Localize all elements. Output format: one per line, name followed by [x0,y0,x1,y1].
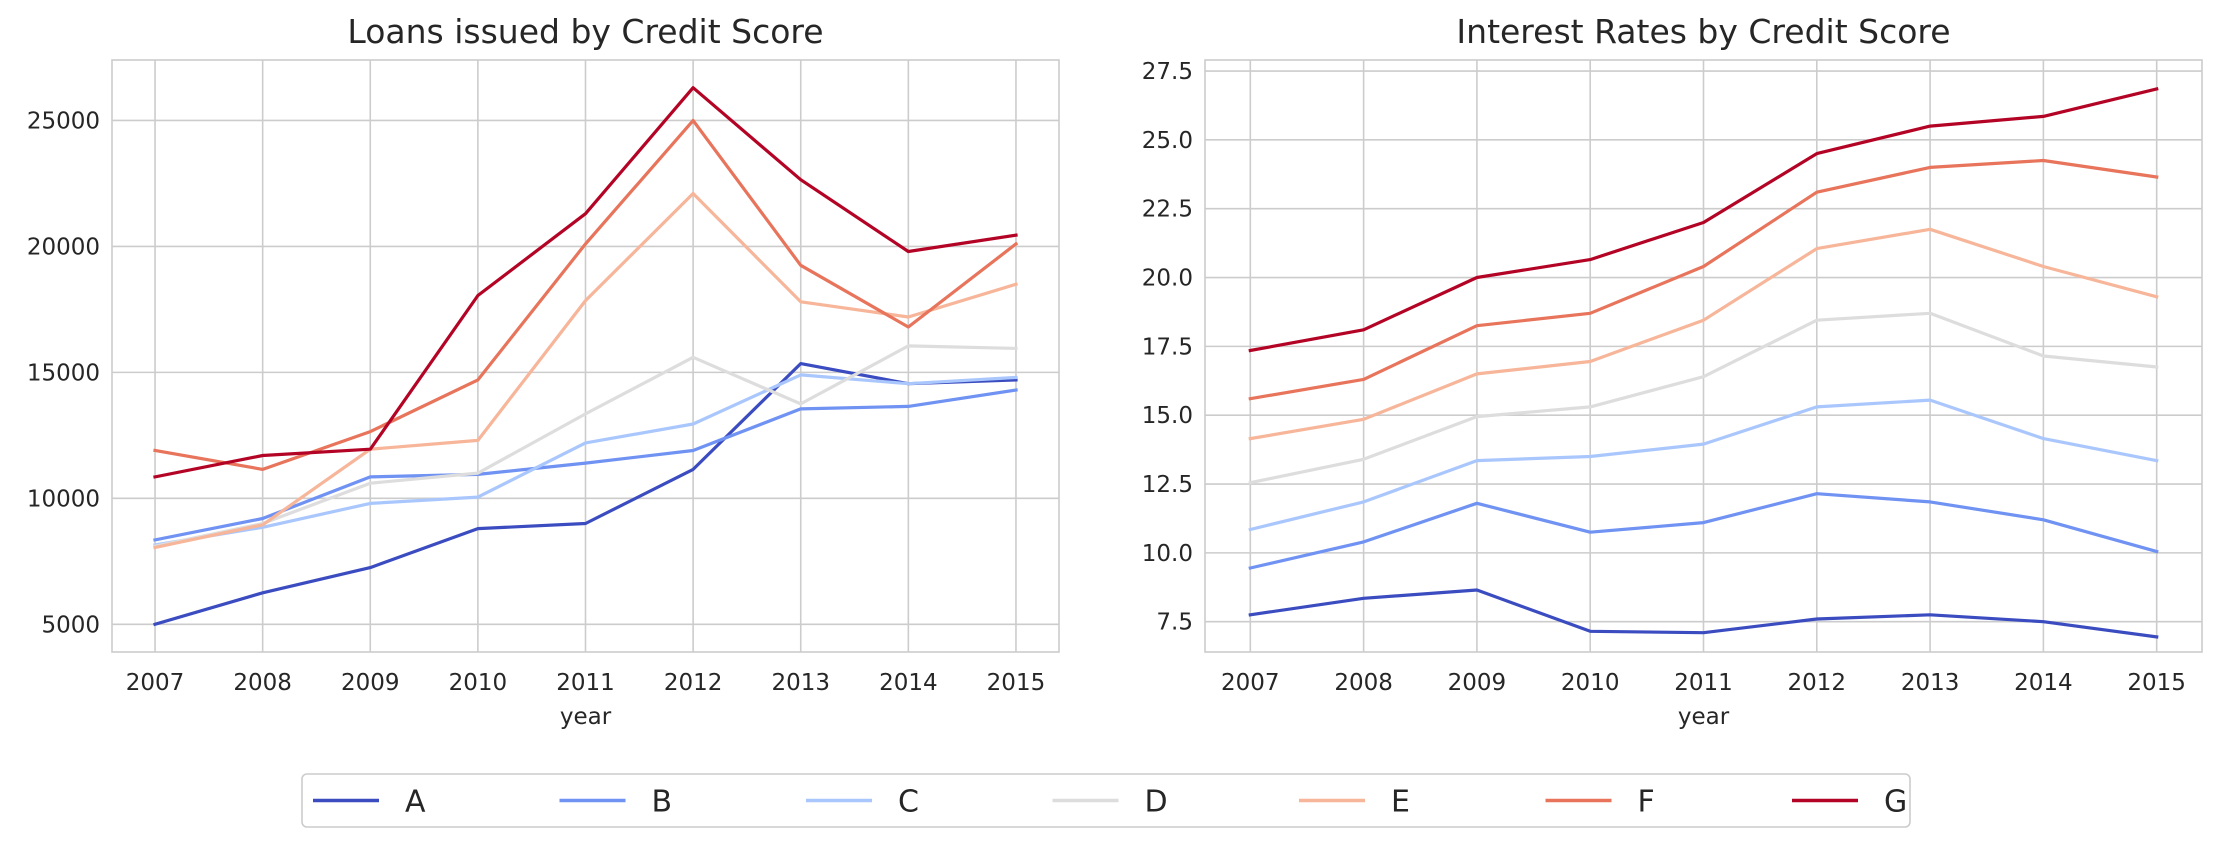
y-tick-label: 10.0 [1142,541,1193,567]
y-tick-label: 17.5 [1142,334,1193,360]
x-tick-label: 2013 [1901,670,1960,696]
y-tick-label: 27.5 [1142,59,1193,85]
legend-label-E: E [1391,785,1410,820]
series-line-A [153,362,1018,627]
y-tick-label: 15.0 [1142,403,1193,429]
y-tick-label: 7.5 [1156,610,1193,636]
y-tick-label: 25000 [27,108,100,134]
chart-title: Loans issued by Credit Score [347,12,823,51]
grid [112,60,1059,652]
x-axis-label: year [1678,704,1730,730]
legend-label-C: C [898,785,919,820]
x-tick-label: 2010 [449,670,508,696]
x-tick-label: 2014 [2014,670,2073,696]
grid [1205,60,2202,652]
y-tick-label: 25.0 [1142,128,1193,154]
legend: A B C D E F G [301,773,1911,828]
y-tick-label: 5000 [41,612,100,638]
x-tick-label: 2008 [233,670,292,696]
x-tick-label: 2007 [126,670,185,696]
series-line-G [153,86,1018,479]
x-tick-label: 2008 [1334,670,1393,696]
x-tick-label: 2013 [771,670,830,696]
plot-frame [1204,59,2203,653]
series-line-A [1248,588,2159,639]
series-line-B [153,388,1018,542]
x-tick-label: 2011 [556,670,615,696]
legend-label-A: A [405,785,426,820]
x-tick-label: 2015 [987,670,1046,696]
series-line-D [153,344,1018,549]
legend-label-B: B [652,785,673,820]
y-tick-label: 22.5 [1142,197,1193,223]
y-tick-label: 15000 [27,360,100,386]
x-tick-label: 2014 [879,670,938,696]
interest-rates-chart: Interest Rates by Credit Score 2007 2008 20… [1142,12,2203,730]
series-line-C [153,373,1018,547]
x-tick-label: 2011 [1674,670,1733,696]
legend-label-D: D [1145,785,1168,820]
series-line-B [1248,492,2159,570]
y-tick-label: 10000 [27,486,100,512]
series-line-C [1248,398,2159,532]
x-tick-label: 2007 [1221,670,1280,696]
x-tick-label: 2009 [341,670,400,696]
chart-title: Interest Rates by Credit Score [1456,12,1950,51]
loans-chart: Loans issued by Credit Score 2007 2008 2009… [27,12,1060,730]
x-tick-label: 2015 [2127,670,2186,696]
series-line-D [1248,311,2159,485]
y-tick-label: 12.5 [1142,472,1193,498]
series-line-E [153,191,1018,550]
y-tick-label: 20.0 [1142,266,1193,292]
x-tick-label: 2010 [1561,670,1620,696]
legend-label-G: G [1884,785,1907,820]
x-tick-label: 2012 [664,670,723,696]
legend-label-F: F [1638,785,1655,820]
x-tick-label: 2009 [1448,670,1507,696]
plot-frame [111,59,1060,653]
x-tick-label: 2012 [1788,670,1847,696]
x-axis-label: year [560,704,612,730]
series-line-E [1248,227,2159,441]
y-tick-label: 20000 [27,234,100,260]
series-line-F [153,118,1019,471]
series-line-F [1248,158,2159,401]
series-line-G [1248,86,2159,353]
